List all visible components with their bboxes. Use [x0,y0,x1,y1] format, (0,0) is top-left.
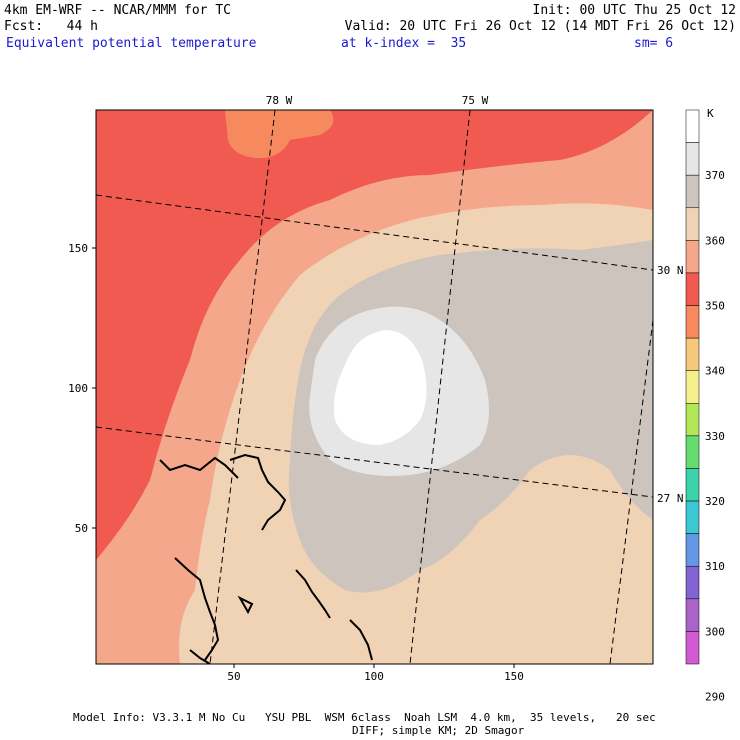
colorbar-swatch [685,435,700,469]
lat-label: 30 N [657,264,684,277]
y-tick-label: 100 [68,382,88,395]
colorbar-swatch [685,468,700,502]
coastline-andros [174,557,220,661]
colorbar-swatch [685,174,700,209]
colorbar-swatch [685,500,700,534]
colorbar-label: 340 [705,365,725,378]
colorbar-swatch [685,631,700,665]
parallel-30n [96,194,653,271]
y-tick-marks [92,247,96,529]
meridian-east [609,319,653,664]
colorbar-label: 360 [705,234,725,247]
lon-label: 75 W [462,94,489,107]
colorbar-swatch [685,370,700,404]
colorbar-swatch [685,598,700,632]
x-tick-label: 50 [227,670,240,683]
coastline-abaco [229,453,287,531]
coastline-eleuthera [295,569,331,619]
x-tick-label: 150 [504,670,524,683]
x-tick-label: 100 [364,670,384,683]
smoothing-info: sm= 6 [634,36,674,51]
colorbar-label: 300 [705,625,725,638]
coastlines [159,453,373,664]
map-field [96,110,653,664]
colorbar-swatch [685,142,700,176]
meridian-75w [409,110,471,664]
colorbar-swatch [685,403,700,437]
field-name: Equivalent potential temperature [6,36,257,51]
colorbar-swatch [685,337,700,371]
model-title: 4km EM-WRF -- NCAR/MMM for TC [4,3,231,18]
colorbar-label: 290 [705,691,725,704]
coastline-southern-islands [189,649,211,664]
colorbar-swatch [685,533,700,567]
meridian-78w [209,110,276,664]
field-370-core [333,330,427,445]
y-tick-label: 150 [68,242,88,255]
coastline-cat-island [349,619,373,661]
x-tick-marks [233,664,515,668]
parallel-27n [96,426,653,498]
colorbar-label: 330 [705,430,725,443]
colorbar-label: 350 [705,300,725,313]
graticule [96,110,653,664]
colorbar-swatch [685,109,700,143]
init-time: Init: 00 UTC Thu 25 Oct 12 [532,3,737,18]
colorbar-unit: K [707,107,714,120]
model-info-diffusion: DIFF; simple KM; 2D Smagor [352,724,525,737]
colorbar: 370360350340330320310300290280 [685,109,725,704]
colorbar-swatch [685,565,700,600]
colorbar-label: 370 [705,169,725,182]
colorbar-label: 310 [705,560,725,573]
valid-time: Valid: 20 UTC Fri 26 Oct 12 (14 MDT Fri … [344,19,736,34]
colorbar-swatch [685,240,700,274]
coastline-grand-bahama [159,456,239,479]
field-330-patch [225,110,334,159]
y-tick-label: 50 [75,522,88,535]
colorbar-swatch [685,272,700,306]
forecast-hour: Fcst: 44 h [4,19,98,34]
model-info: Model Info: V3.3.1 M No Cu YSU PBL WSM 6… [73,711,656,724]
colorbar-swatch [685,305,700,339]
lon-label: 78 W [266,94,293,107]
coastline-nassau [237,595,254,615]
lat-label: 27 N [657,492,684,505]
colorbar-label: 320 [705,495,725,508]
level-info: at k-index = 35 [341,36,467,51]
colorbar-swatch [685,207,700,241]
